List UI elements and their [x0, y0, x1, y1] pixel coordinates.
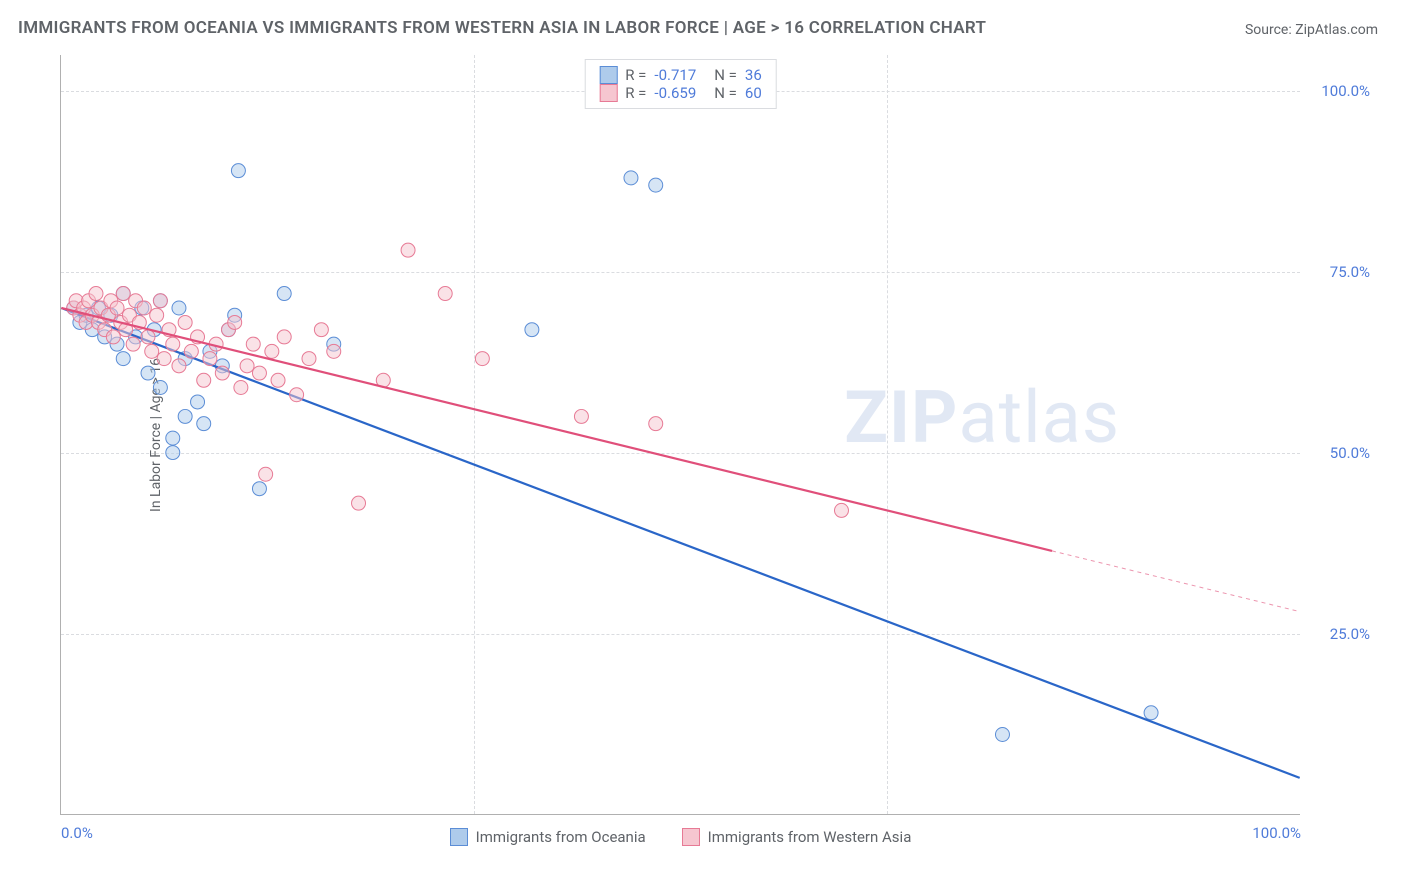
- scatter-point: [302, 352, 316, 366]
- n-value-oceania: 36: [745, 66, 762, 84]
- y-tick-label: 25.0%: [1310, 625, 1370, 643]
- plot-area: In Labor Force | Age > 16 ZIPatlas 25.0%…: [60, 55, 1300, 815]
- scatter-point: [277, 330, 291, 344]
- scatter-point: [1144, 706, 1158, 720]
- r-value-oceania: -0.717: [654, 66, 696, 84]
- scatter-point: [166, 431, 180, 445]
- scatter-point: [259, 467, 273, 481]
- scatter-point: [110, 301, 124, 315]
- r-label: R =: [625, 84, 646, 102]
- scatter-point: [203, 352, 217, 366]
- scatter-point: [166, 337, 180, 351]
- scatter-point: [184, 344, 198, 358]
- scatter-point: [401, 243, 415, 257]
- legend-row-oceania: R = -0.717 N = 36: [599, 66, 762, 84]
- scatter-point: [116, 287, 130, 301]
- scatter-point: [271, 373, 285, 387]
- scatter-point: [172, 301, 186, 315]
- swatch-oceania-bottom: [450, 828, 468, 846]
- scatter-point: [191, 395, 205, 409]
- scatter-point: [352, 496, 366, 510]
- scatter-point: [246, 337, 260, 351]
- scatter-point: [145, 344, 159, 358]
- scatter-point: [252, 366, 266, 380]
- n-label: N =: [714, 84, 737, 102]
- scatter-point: [166, 446, 180, 460]
- scatter-point: [649, 417, 663, 431]
- scatter-point: [624, 171, 638, 185]
- scatter-point: [172, 359, 186, 373]
- legend-item-oceania: Immigrants from Oceania: [450, 828, 646, 846]
- scatter-point: [234, 381, 248, 395]
- scatter-point: [265, 344, 279, 358]
- scatter-point: [116, 352, 130, 366]
- swatch-oceania: [599, 66, 617, 84]
- scatter-point: [106, 330, 120, 344]
- source-label: Source: ZipAtlas.com: [1245, 22, 1378, 38]
- swatch-western-asia-bottom: [682, 828, 700, 846]
- legend-item-western-asia: Immigrants from Western Asia: [682, 828, 912, 846]
- y-tick-label: 50.0%: [1310, 444, 1370, 462]
- scatter-point: [137, 301, 151, 315]
- scatter-point: [438, 287, 452, 301]
- scatter-point: [995, 727, 1009, 741]
- scatter-point: [126, 337, 140, 351]
- scatter-point: [475, 352, 489, 366]
- n-value-western-asia: 60: [745, 84, 762, 102]
- correlation-legend: R = -0.717 N = 36 R = -0.659 N = 60: [584, 59, 777, 109]
- scatter-point: [197, 373, 211, 387]
- regression-line: [61, 308, 1299, 778]
- regression-line: [61, 308, 1052, 551]
- scatter-point: [153, 294, 167, 308]
- r-label: R =: [625, 66, 646, 84]
- legend-label-western-asia: Immigrants from Western Asia: [708, 828, 912, 846]
- scatter-point: [649, 178, 663, 192]
- scatter-point: [231, 164, 245, 178]
- scatter-point: [228, 315, 242, 329]
- regression-line-dashed: [1052, 551, 1300, 612]
- y-tick-label: 100.0%: [1310, 82, 1370, 100]
- scatter-point: [157, 352, 171, 366]
- scatter-point: [141, 330, 155, 344]
- scatter-point: [178, 409, 192, 423]
- legend-row-western-asia: R = -0.659 N = 60: [599, 84, 762, 102]
- scatter-point: [240, 359, 254, 373]
- chart-title: IMMIGRANTS FROM OCEANIA VS IMMIGRANTS FR…: [18, 18, 986, 38]
- scatter-point: [574, 409, 588, 423]
- scatter-point: [197, 417, 211, 431]
- scatter-point: [277, 287, 291, 301]
- scatter-point: [834, 503, 848, 517]
- swatch-western-asia: [599, 84, 617, 102]
- scatter-point: [89, 287, 103, 301]
- series-legend: Immigrants from Oceania Immigrants from …: [61, 828, 1300, 846]
- scatter-point: [290, 388, 304, 402]
- scatter-point: [178, 315, 192, 329]
- scatter-point: [153, 381, 167, 395]
- scatter-point: [327, 344, 341, 358]
- r-value-western-asia: -0.659: [654, 84, 696, 102]
- scatter-point: [150, 308, 164, 322]
- legend-label-oceania: Immigrants from Oceania: [476, 828, 646, 846]
- scatter-point: [252, 482, 266, 496]
- scatter-point: [141, 366, 155, 380]
- chart-svg: [61, 55, 1300, 814]
- n-label: N =: [714, 66, 737, 84]
- scatter-point: [314, 323, 328, 337]
- scatter-point: [525, 323, 539, 337]
- scatter-point: [215, 366, 229, 380]
- y-tick-label: 75.0%: [1310, 263, 1370, 281]
